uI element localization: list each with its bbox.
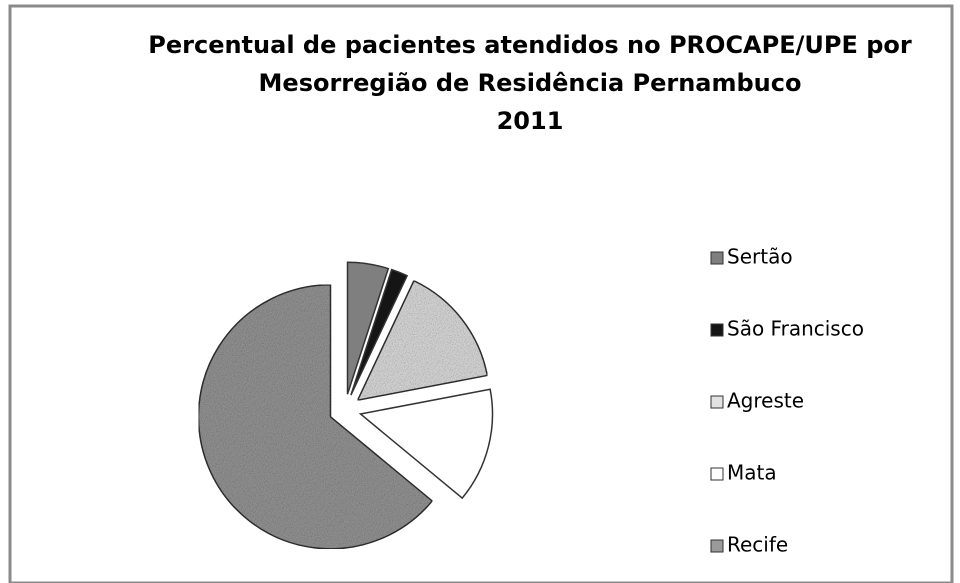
legend-swatch [710,395,724,409]
chart-border [8,4,954,583]
legend-swatch [710,251,724,265]
legend-swatch [710,323,724,337]
chart-title: Percentual de pacientes atendidos no PRO… [148,31,912,59]
chart-title: 2011 [497,107,564,135]
legend-label: Sertão [727,245,793,269]
pie-slice [356,279,489,402]
pie-slice [346,261,390,395]
pie-slice [350,268,409,396]
legend-swatch [710,467,724,481]
legend-swatch [710,539,724,553]
legend-label: Recife [727,533,788,557]
legend-label: Mata [727,461,777,485]
legend-label: Agreste [727,389,804,413]
pie-slice [197,284,434,550]
legend-label: São Francisco [727,317,864,341]
pie-slice [358,388,494,500]
chart-title: Mesorregião de Residência Pernambuco [259,69,802,97]
